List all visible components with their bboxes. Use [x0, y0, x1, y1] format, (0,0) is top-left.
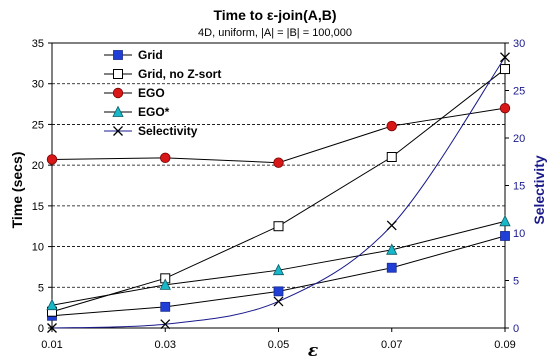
data-point [272, 263, 285, 276]
series-grid-no-z-sort [47, 64, 510, 317]
left-axis-ticks: 0 5 10 15 20 25 30 35 [32, 38, 52, 335]
left-tick-label: 25 [32, 119, 44, 131]
legend: Grid Grid, no Z-sort EGO EGO* Selectivity [104, 48, 221, 138]
y-axis-label: Time (secs) [9, 152, 25, 229]
legend-label: Selectivity [138, 124, 198, 138]
legend-item: Grid [104, 48, 163, 62]
right-tick-label: 30 [513, 38, 525, 50]
data-point [386, 120, 397, 132]
legend-label: Grid [138, 48, 163, 62]
x-tick-label: 0.07 [381, 339, 402, 351]
right-axis-ticks: 0 5 10 15 20 25 30 [505, 38, 525, 335]
data-point [46, 154, 58, 165]
data-point [500, 52, 510, 63]
left-tick-label: 15 [32, 201, 44, 213]
data-point [160, 152, 171, 164]
chart-title: Time to ε-join(A,B) [213, 7, 336, 23]
legend-marker [113, 126, 123, 136]
right-tick-label: 25 [513, 86, 525, 98]
left-tick-label: 20 [32, 160, 44, 172]
data-point [273, 157, 284, 168]
legend-label: Grid, no Z-sort [138, 67, 221, 81]
series-grid [47, 231, 510, 321]
x-axis-ticks: 0.01 0.03 0.05 0.07 0.09 [41, 328, 516, 351]
data-point [159, 278, 171, 290]
data-point [47, 323, 57, 333]
right-tick-label: 0 [513, 323, 519, 335]
x-tick-label: 0.01 [41, 339, 62, 351]
legend-item: Selectivity [104, 124, 198, 138]
data-point [500, 64, 510, 75]
series-ego [46, 214, 511, 311]
data-point [499, 102, 511, 114]
data-point [386, 262, 397, 273]
series-layer [46, 52, 511, 333]
series-ego [46, 102, 511, 168]
legend-item: EGO* [104, 105, 170, 119]
data-point [273, 296, 284, 307]
legend-marker [113, 69, 123, 79]
legend-label: EGO* [138, 105, 170, 119]
data-point [386, 243, 398, 255]
right-y-axis-label: Selectivity [531, 155, 547, 224]
right-tick-label: 15 [513, 181, 525, 193]
left-tick-label: 30 [32, 79, 44, 91]
legend-item: Grid, no Z-sort [104, 67, 221, 81]
data-point [386, 152, 397, 162]
data-point [46, 298, 58, 311]
data-point [273, 286, 284, 297]
legend-marker [112, 105, 124, 117]
left-tick-label: 10 [32, 242, 44, 254]
x-tick-label: 0.05 [268, 339, 289, 351]
left-tick-label: 35 [32, 38, 44, 50]
data-point [273, 221, 284, 232]
gridlines [52, 83, 505, 288]
series-line [51, 235, 506, 317]
right-tick-label: 5 [513, 276, 519, 288]
legend-label: EGO [138, 86, 165, 100]
right-tick-label: 20 [513, 133, 525, 145]
legend-item: EGO [104, 86, 165, 100]
series-selectivity [47, 52, 510, 333]
left-tick-label: 5 [38, 282, 44, 294]
x-tick-label: 0.03 [155, 339, 176, 351]
data-point [500, 231, 510, 241]
x-tick-label: 0.09 [494, 339, 515, 351]
data-point [499, 214, 511, 227]
data-point [160, 301, 171, 312]
right-tick-label: 10 [513, 228, 525, 240]
legend-marker [112, 87, 124, 99]
data-point [160, 319, 171, 330]
series-line [51, 56, 506, 329]
data-point [386, 220, 397, 231]
legend-marker [113, 50, 123, 60]
plot-frame [51, 42, 506, 329]
left-tick-label: 0 [38, 323, 44, 335]
chart-subtitle: 4D, uniform, |A| = |B| = 100,000 [198, 27, 352, 39]
series-line [51, 68, 506, 313]
plot-border [51, 42, 506, 329]
x-axis-label: ε [308, 341, 318, 360]
